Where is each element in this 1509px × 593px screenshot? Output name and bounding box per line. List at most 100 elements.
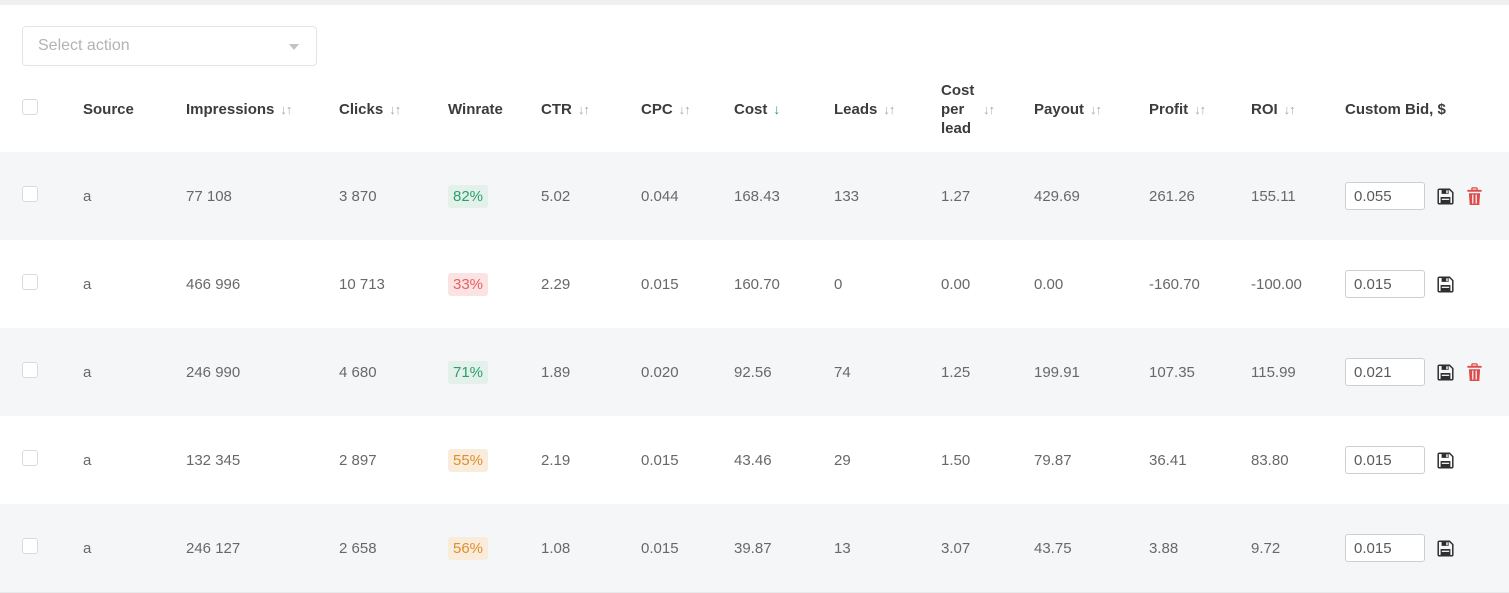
- cell-clicks: 2 658: [339, 539, 377, 557]
- cell-winrate: 82%: [448, 152, 541, 240]
- cell-checkbox: [0, 504, 83, 593]
- table-row: a 246 990 4 680 71% 1.89 0.020 92.56 74 1.25 199.…: [0, 328, 1509, 416]
- cell-impressions: 246 127: [186, 539, 241, 557]
- column-label: CPC: [641, 100, 673, 118]
- sort-arrows-icon[interactable]: ↓↑: [1283, 101, 1296, 117]
- cell-roi: 155.11: [1251, 187, 1296, 205]
- sort-arrows-icon[interactable]: ↓↑: [1090, 101, 1102, 117]
- cell-checkbox: [0, 240, 83, 328]
- cell-clicks: 4 680: [339, 363, 377, 381]
- cell-impressions: 466 996: [186, 275, 241, 293]
- winrate-badge: 56%: [448, 536, 489, 560]
- winrate-badge: 55%: [448, 448, 489, 472]
- column-label: ROI: [1251, 100, 1278, 118]
- cell-custom-bid: [1345, 328, 1509, 416]
- column-label: Source: [83, 100, 134, 118]
- column-label: Clicks: [339, 100, 384, 118]
- cell-leads: 74: [834, 363, 851, 381]
- custom-bid-input[interactable]: [1345, 182, 1425, 210]
- cell-leads: 0: [834, 275, 843, 293]
- cell-source: a: [83, 451, 92, 469]
- sort-arrows-icon[interactable]: ↓↑: [883, 101, 895, 117]
- cell-payout: 199.91: [1034, 363, 1080, 381]
- cell-leads: 13: [834, 539, 851, 557]
- cell-impressions: 77 108: [186, 187, 232, 205]
- column-header-winrate: Winrate: [448, 66, 541, 152]
- cell-cost: 39.87: [734, 539, 772, 557]
- cell-ctr: 2.19: [541, 451, 571, 469]
- column-header-cost[interactable]: Cost ↓: [734, 66, 834, 152]
- cell-checkbox: [0, 328, 83, 416]
- cell-payout: 43.75: [1034, 539, 1072, 557]
- cell-payout: 429.69: [1034, 187, 1080, 205]
- cell-checkbox: [0, 152, 83, 240]
- chevron-down-icon: [289, 44, 299, 50]
- column-header-clicks[interactable]: Clicks ↓↑: [339, 66, 448, 152]
- row-checkbox[interactable]: [22, 274, 38, 290]
- sort-arrows-icon[interactable]: ↓↑: [983, 101, 995, 117]
- column-label: Cost per lead: [941, 81, 975, 137]
- sort-arrows-icon[interactable]: ↓↑: [678, 101, 691, 117]
- column-header-cost_per_lead[interactable]: Cost per lead ↓↑: [941, 66, 1034, 152]
- save-bid-icon[interactable]: [1436, 187, 1455, 206]
- custom-bid-input[interactable]: [1345, 446, 1425, 474]
- winrate-badge: 71%: [448, 360, 489, 384]
- save-bid-icon[interactable]: [1436, 539, 1455, 558]
- table-row: a 132 345 2 897 55% 2.19 0.015 43.46 29 1.50 79.8…: [0, 416, 1509, 504]
- cell-leads: 133: [834, 187, 860, 205]
- cell-winrate: 71%: [448, 328, 541, 416]
- cell-cost: 92.56: [734, 363, 772, 381]
- select-all-checkbox[interactable]: [22, 99, 38, 115]
- cell-roi: -100.00: [1251, 275, 1302, 293]
- arrow-down-icon[interactable]: ↓: [773, 101, 781, 117]
- save-bid-icon[interactable]: [1436, 363, 1455, 382]
- row-checkbox[interactable]: [22, 450, 38, 466]
- delete-bid-icon[interactable]: [1466, 362, 1483, 382]
- cell-leads: 29: [834, 451, 851, 469]
- column-header-roi[interactable]: ROI ↓↑: [1251, 66, 1345, 152]
- cell-cost: 168.43: [734, 187, 780, 205]
- cell-ctr: 2.29: [541, 275, 571, 293]
- custom-bid-input[interactable]: [1345, 270, 1425, 298]
- column-header-cpc[interactable]: CPC ↓↑: [641, 66, 734, 152]
- delete-bid-icon[interactable]: [1466, 186, 1483, 206]
- cell-checkbox: [0, 416, 83, 504]
- column-header-leads[interactable]: Leads ↓↑: [834, 66, 941, 152]
- column-label: Impressions: [186, 100, 275, 118]
- cell-roi: 83.80: [1251, 451, 1289, 469]
- sort-arrows-icon[interactable]: ↓↑: [389, 101, 401, 117]
- cell-profit: 107.35: [1149, 363, 1195, 381]
- column-label: Cost: [734, 100, 768, 118]
- custom-bid-input[interactable]: [1345, 534, 1425, 562]
- row-checkbox[interactable]: [22, 362, 38, 378]
- column-label: Leads: [834, 100, 878, 118]
- cell-profit: 36.41: [1149, 451, 1187, 469]
- row-checkbox[interactable]: [22, 186, 38, 202]
- save-bid-icon[interactable]: [1436, 275, 1455, 294]
- page-top-divider: [0, 0, 1509, 5]
- column-header-payout[interactable]: Payout ↓↑: [1034, 66, 1149, 152]
- column-label: Custom Bid, $: [1345, 100, 1446, 118]
- cell-cost_per_lead: 1.50: [941, 451, 971, 469]
- cell-cost_per_lead: 3.07: [941, 539, 971, 557]
- column-header-impressions[interactable]: Impressions ↓↑: [186, 66, 339, 152]
- cell-cpc: 0.020: [641, 363, 679, 381]
- save-bid-icon[interactable]: [1436, 451, 1455, 470]
- row-checkbox[interactable]: [22, 538, 38, 554]
- cell-ctr: 1.08: [541, 539, 571, 557]
- custom-bid-input[interactable]: [1345, 358, 1425, 386]
- cell-profit: 3.88: [1149, 539, 1179, 557]
- cell-clicks: 3 870: [339, 187, 377, 205]
- column-header-ctr[interactable]: CTR ↓↑: [541, 66, 641, 152]
- sort-arrows-icon[interactable]: ↓↑: [1194, 101, 1206, 117]
- cell-impressions: 132 345: [186, 451, 241, 469]
- cell-winrate: 56%: [448, 504, 541, 593]
- cell-source: a: [83, 539, 92, 557]
- sort-arrows-icon[interactable]: ↓↑: [577, 101, 590, 117]
- sort-arrows-icon[interactable]: ↓↑: [280, 101, 292, 117]
- column-header-profit[interactable]: Profit ↓↑: [1149, 66, 1251, 152]
- cell-profit: 261.26: [1149, 187, 1195, 205]
- cell-cost: 160.70: [734, 275, 780, 293]
- cell-cost: 43.46: [734, 451, 772, 469]
- select-action-dropdown[interactable]: Select action: [22, 26, 317, 66]
